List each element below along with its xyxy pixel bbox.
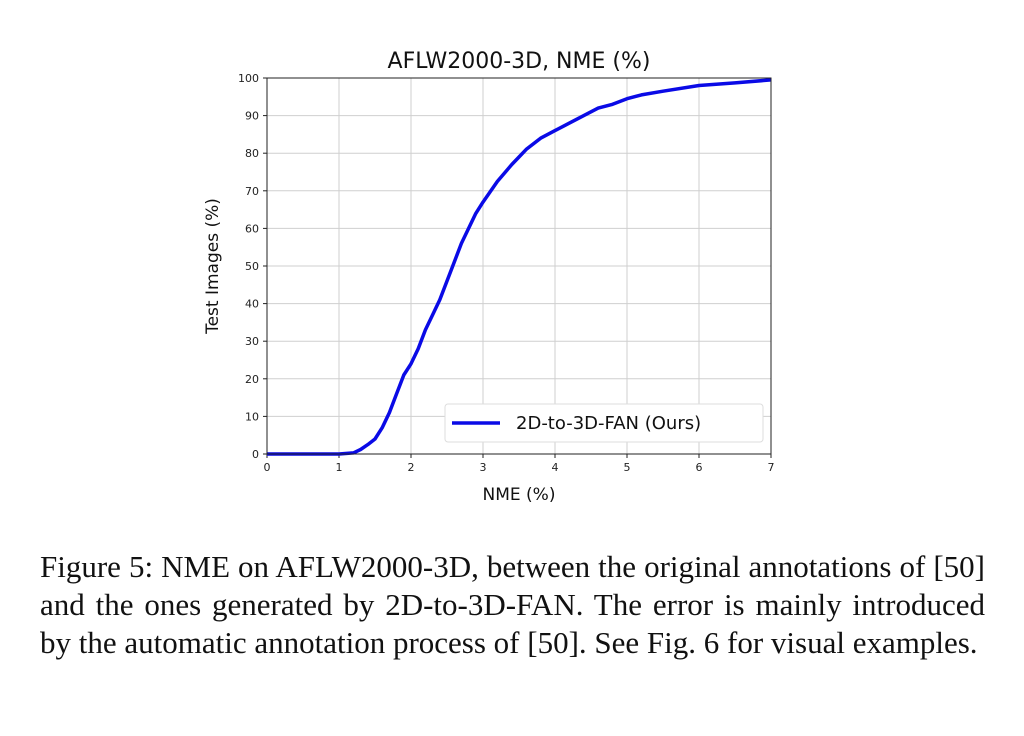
grid <box>266 77 772 455</box>
y-axis-label: Test Images (%) <box>203 198 223 335</box>
x-tick-label: 2 <box>408 461 415 474</box>
x-tick-label: 5 <box>624 461 631 474</box>
y-tick-label: 40 <box>245 298 259 311</box>
x-tick-label: 1 <box>336 461 343 474</box>
y-tick-label: 100 <box>238 72 259 85</box>
x-tick-label: 7 <box>768 461 775 474</box>
y-tick-label: 80 <box>245 147 259 160</box>
y-tick-label: 70 <box>245 185 259 198</box>
x-tick-label: 3 <box>480 461 487 474</box>
figure-caption: Figure 5: NME on AFLW2000-3D, between th… <box>40 549 985 660</box>
series-line-2d-to-3d-fan <box>267 78 772 456</box>
x-tick-label: 0 <box>264 461 271 474</box>
y-tick-label: 60 <box>245 222 259 235</box>
y-tick-label: 20 <box>245 373 259 386</box>
x-tick-label: 6 <box>696 461 703 474</box>
x-axis-label: NME (%) <box>483 485 556 505</box>
y-tick-label: 10 <box>245 410 259 423</box>
legend: 2D-to-3D-FAN (Ours) <box>444 403 764 443</box>
y-tick-label: 30 <box>245 335 259 348</box>
plot-frame <box>266 77 772 455</box>
y-tick-label: 90 <box>245 110 259 123</box>
legend-box <box>444 403 764 443</box>
y-tick-label: 0 <box>252 448 259 461</box>
legend-label: 2D-to-3D-FAN (Ours) <box>516 413 701 434</box>
chart-title: AFLW2000-3D, NME (%) <box>388 49 651 74</box>
x-tick-label: 4 <box>552 461 559 474</box>
y-tick-label: 50 <box>245 260 259 273</box>
